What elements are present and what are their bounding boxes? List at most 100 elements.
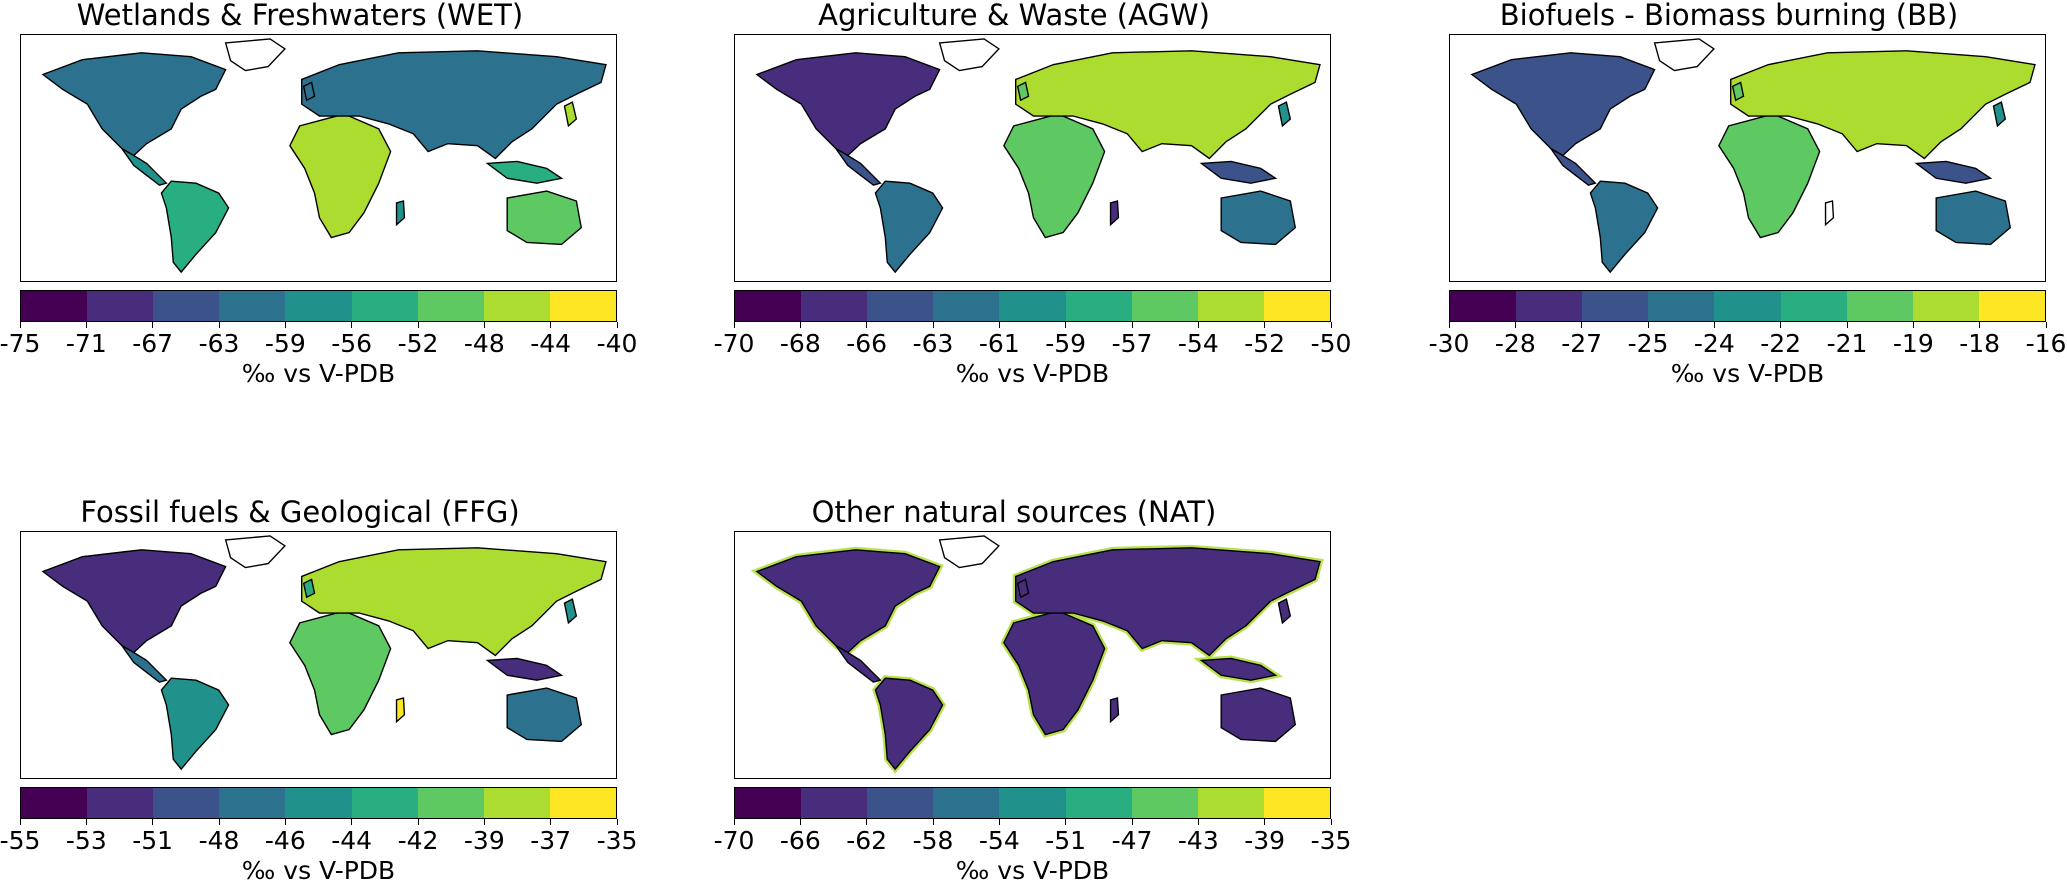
colorbar: [20, 787, 617, 819]
colorbar-segment: [21, 788, 88, 818]
colorbar-segment: [1131, 788, 1198, 818]
samerica-region: [1589, 180, 1659, 274]
panel-title: Wetlands & Freshwaters (WET): [76, 0, 524, 32]
map-panel: Wetlands & Freshwaters (WET) -75 -71 -67 -63…: [0, 0, 637, 387]
colorbar-tick-mark: [998, 322, 1000, 328]
colorbar-segment: [867, 291, 934, 321]
colorbar-segment: [1714, 291, 1781, 321]
colorbar-ticks: -55 -53 -51 -48 -46 -44 -42 -39 -37 -35: [0, 819, 637, 855]
colorbar-tick-label: -44: [331, 826, 373, 855]
colorbar-tick-label: -48: [198, 826, 240, 855]
colorbar-segment: [219, 788, 286, 818]
colorbar-segment: [219, 291, 286, 321]
colorbar-tick-mark: [85, 819, 87, 825]
uk-region: [1016, 81, 1030, 102]
namerica-region: [1470, 52, 1656, 157]
seasia-region: [485, 160, 564, 184]
panel-title: Other natural sources (NAT): [811, 495, 1217, 529]
japan-region: [1992, 101, 2007, 128]
colorbar-tick-mark: [2045, 322, 2047, 328]
colorbar-segment: [351, 291, 418, 321]
colorbar-segment: [1978, 291, 2045, 321]
world-map: [755, 38, 1321, 274]
seasia-region: [1199, 657, 1278, 681]
colorbar-tick-label: -40: [596, 329, 638, 358]
eurasia-region: [301, 50, 607, 160]
uk-region: [302, 578, 316, 599]
colorbar-tick-label: -25: [1627, 329, 1669, 358]
colorbar-tick-label: -35: [596, 826, 638, 855]
colorbar-tick-mark: [1581, 322, 1583, 328]
colorbar-label: ‰ vs V-PDB: [955, 856, 1110, 885]
colorbar-tick-label: -39: [463, 826, 505, 855]
africa-region: [289, 610, 392, 736]
colorbar-tick-label: -47: [1111, 826, 1153, 855]
samerica-region: [874, 677, 944, 771]
colorbar-segment: [1263, 788, 1330, 818]
colorbar-tick-label: -21: [1826, 329, 1868, 358]
colorbar-segment: [735, 788, 802, 818]
map-frame: [1449, 34, 2046, 282]
colorbar-tick-mark: [19, 819, 21, 825]
colorbar-tick-label: -30: [1428, 329, 1470, 358]
colorbar-label: ‰ vs V-PDB: [955, 359, 1110, 388]
map-panel: Other natural sources (NAT) -70 -66 -62 -58-…: [714, 495, 1352, 884]
colorbar-tick-mark: [284, 322, 286, 328]
colorbar-segment: [483, 291, 550, 321]
australia-region: [1220, 190, 1297, 246]
colorbar-segment: [1263, 291, 1330, 321]
colorbar-tick-mark: [1713, 322, 1715, 328]
colorbar-tick-mark: [1065, 819, 1067, 825]
colorbar-tick-label: -28: [1494, 329, 1536, 358]
colorbar-label: ‰ vs V-PDB: [241, 359, 396, 388]
colorbar-segment: [285, 788, 352, 818]
africa-region: [1718, 113, 1821, 239]
colorbar-ticks: -30 -28 -27 -25 -24 -22 -21 -19 -18 -16: [1429, 322, 2066, 358]
world-map: [41, 535, 607, 771]
colorbar-tick-mark: [1330, 322, 1332, 328]
colorbar-ticks: -70 -68 -66 -63 -61 -59 -57 -54 -52 -50: [714, 322, 1351, 358]
colorbar-tick-label: -16: [2025, 329, 2067, 358]
colorbar-segment: [801, 788, 868, 818]
colorbar-segment: [1065, 291, 1132, 321]
camerica-region: [1550, 148, 1597, 186]
colorbar-tick-mark: [1846, 322, 1848, 328]
colorbar-segment: [153, 788, 220, 818]
colorbar-segment: [1582, 291, 1649, 321]
colorbar-tick-label: -61: [978, 329, 1020, 358]
greenland-region: [224, 535, 286, 569]
greenland-region: [938, 535, 1000, 569]
colorbar-segment: [153, 291, 220, 321]
colorbar-tick-mark: [616, 322, 618, 328]
greenland-region: [1653, 38, 1715, 72]
colorbar-segment: [549, 788, 616, 818]
colorbar: [734, 290, 1331, 322]
colorbar-tick-mark: [417, 819, 419, 825]
colorbar-segment: [1065, 788, 1132, 818]
colorbar: [734, 787, 1331, 819]
colorbar-label: ‰ vs V-PDB: [241, 856, 396, 885]
map-frame: [734, 531, 1331, 779]
colorbar-tick-mark: [483, 819, 485, 825]
eurasia-region: [1730, 50, 2036, 160]
colorbar-tick-mark: [85, 322, 87, 328]
madagascar-region: [395, 697, 406, 724]
panel-title: Fossil fuels & Geological (FFG): [80, 495, 520, 529]
colorbar-segment: [483, 788, 550, 818]
world-map: [41, 38, 607, 274]
colorbar-tick-label: -59: [1045, 329, 1087, 358]
uk-region: [1731, 81, 1745, 102]
colorbar-tick-mark: [351, 819, 353, 825]
colorbar: [1449, 290, 2046, 322]
colorbar-segment: [1912, 291, 1979, 321]
australia-region: [1220, 687, 1297, 743]
colorbar-ticks: -75 -71 -67 -63 -59 -56 -52 -48 -44 -40: [0, 322, 637, 357]
map-panel: Fossil fuels & Geological (FFG) -55 -53 -51…: [0, 495, 637, 884]
colorbar-tick-label: -68: [779, 329, 821, 358]
madagascar-region: [1109, 200, 1120, 227]
colorbar-tick-label: -37: [530, 826, 572, 855]
samerica-region: [160, 180, 230, 274]
colorbar-segment: [87, 788, 154, 818]
colorbar-tick-mark: [1780, 322, 1782, 328]
colorbar-tick-mark: [218, 819, 220, 825]
